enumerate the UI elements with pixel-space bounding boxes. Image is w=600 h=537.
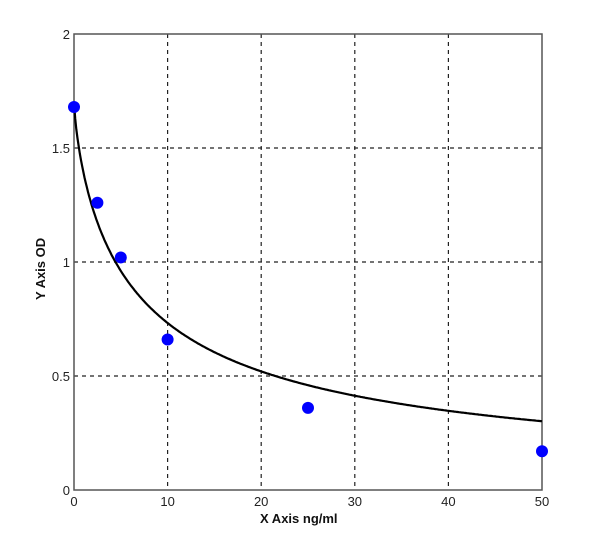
data-point: [536, 445, 548, 458]
x-tick-label: 10: [160, 494, 174, 509]
data-point: [91, 196, 104, 209]
x-tick-label: 40: [441, 494, 455, 509]
x-tick-label: 30: [348, 494, 362, 509]
data-point: [68, 100, 80, 113]
x-axis-label: X Axis ng/ml: [260, 511, 338, 526]
plot-frame: [73, 33, 543, 491]
x-tick-label: 0: [70, 494, 77, 509]
fitted-curve: [72, 102, 543, 423]
y-tick-label: 0: [63, 483, 70, 498]
y-tick-label: 2: [63, 27, 70, 42]
data-point: [114, 251, 127, 264]
y-axis-label: Y Axis OD: [33, 238, 48, 300]
data-point: [161, 333, 174, 346]
data-point: [302, 401, 314, 414]
x-tick-label: 20: [254, 494, 268, 509]
y-tick-label: 1: [63, 255, 70, 270]
x-tick-label: 50: [535, 494, 549, 509]
y-tick-label: 1.5: [52, 141, 70, 156]
y-tick-label: 0.5: [52, 369, 70, 384]
